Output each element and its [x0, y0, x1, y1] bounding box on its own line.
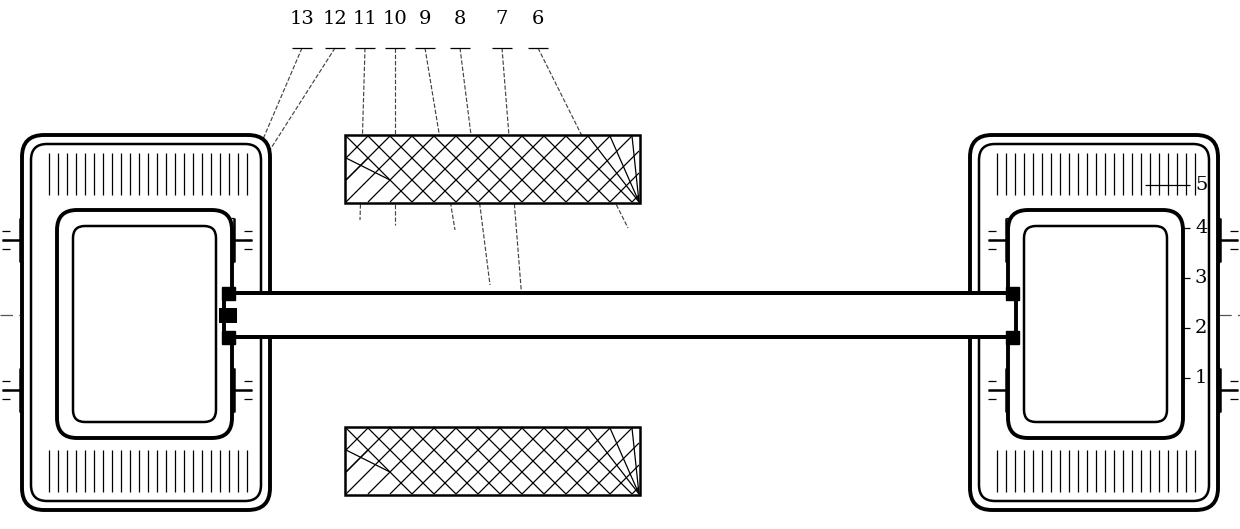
Text: 10: 10: [383, 10, 408, 28]
Bar: [222, 287, 236, 300]
FancyBboxPatch shape: [1008, 210, 1183, 438]
FancyBboxPatch shape: [980, 144, 1209, 501]
FancyBboxPatch shape: [22, 135, 270, 510]
FancyBboxPatch shape: [970, 135, 1218, 510]
Bar: [345, 427, 640, 495]
Bar: [224, 293, 1016, 337]
Text: 3: 3: [1195, 269, 1208, 287]
Text: 7: 7: [496, 10, 508, 28]
FancyBboxPatch shape: [1024, 226, 1167, 422]
Text: 5: 5: [1195, 176, 1208, 194]
Bar: [345, 135, 640, 203]
Text: 9: 9: [419, 10, 432, 28]
FancyBboxPatch shape: [57, 210, 232, 438]
Bar: [1006, 331, 1019, 344]
Text: 11: 11: [352, 10, 377, 28]
Text: 2: 2: [1195, 319, 1208, 337]
Text: 13: 13: [290, 10, 315, 28]
Text: 1: 1: [1195, 369, 1208, 387]
FancyBboxPatch shape: [31, 144, 260, 501]
FancyBboxPatch shape: [73, 226, 216, 422]
Bar: [222, 331, 236, 344]
Text: 4: 4: [1195, 219, 1208, 237]
Text: 12: 12: [322, 10, 347, 28]
Text: 8: 8: [454, 10, 466, 28]
Bar: [1006, 287, 1019, 300]
Text: 6: 6: [532, 10, 544, 28]
